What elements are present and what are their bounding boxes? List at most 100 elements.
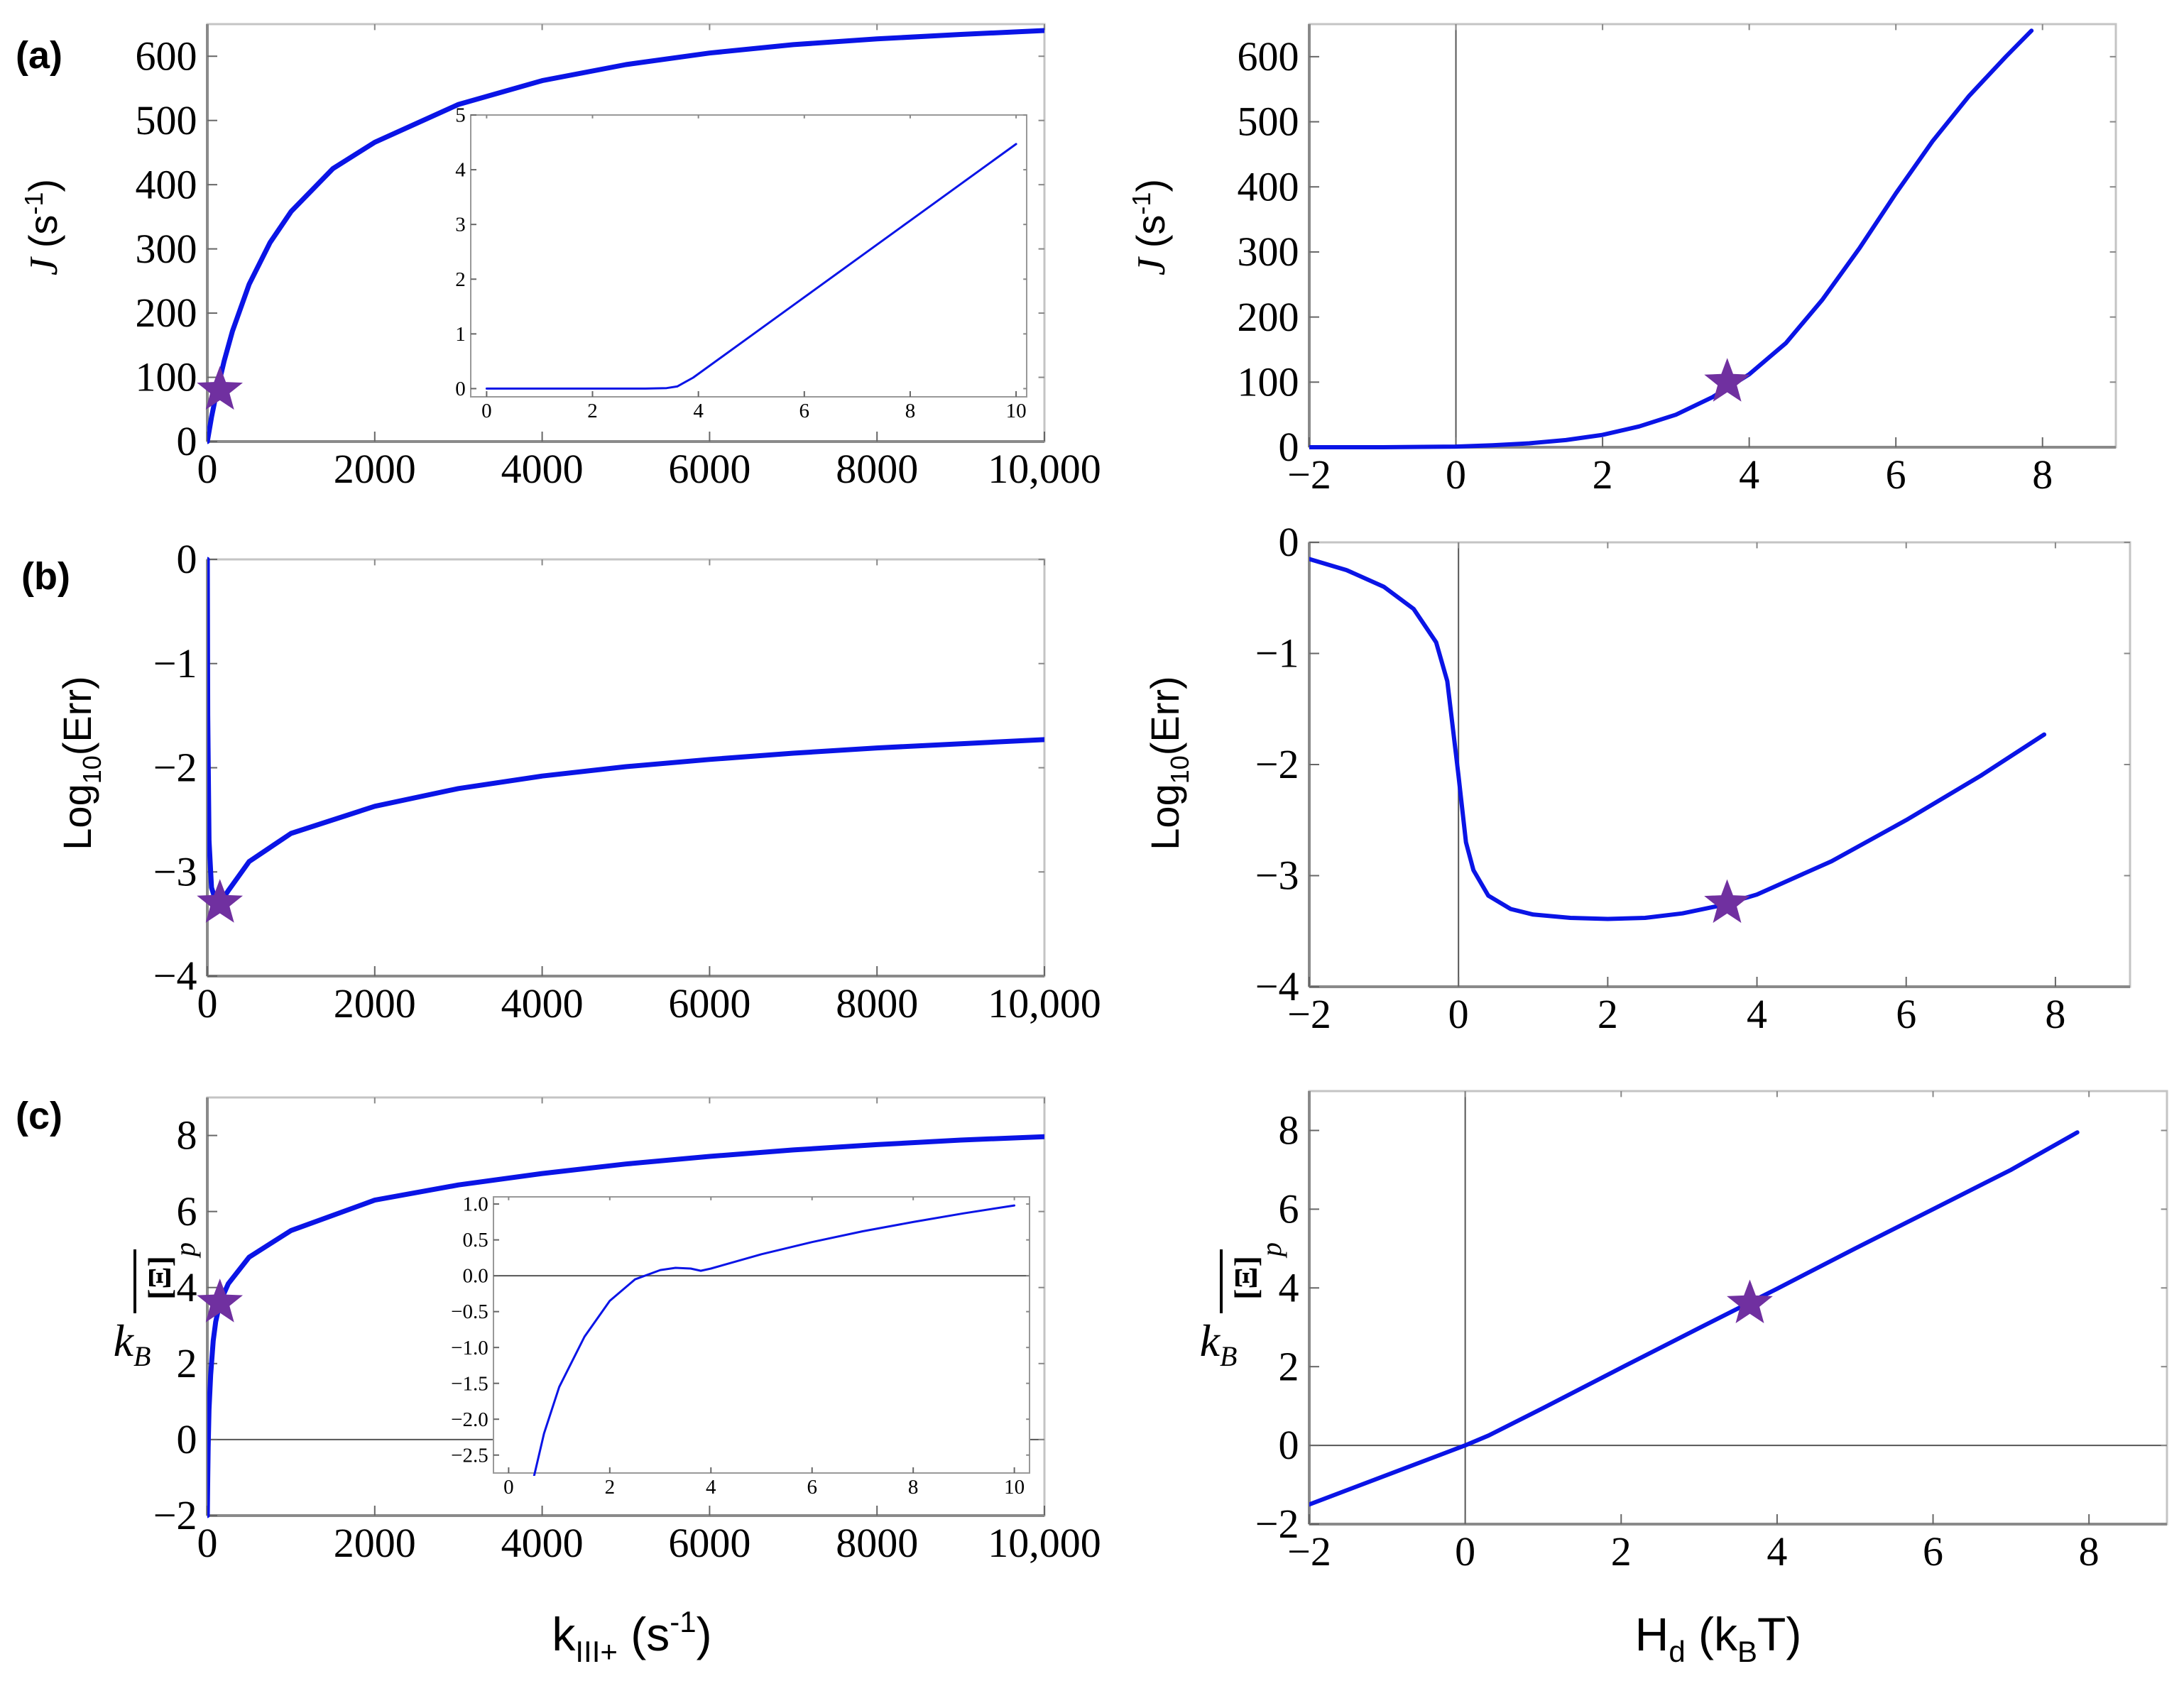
c-left-xtick-label: 4000 bbox=[501, 1520, 584, 1566]
b-left-xtick-label: 4000 bbox=[501, 980, 584, 1026]
a-inset-ytick-label: 2 bbox=[455, 268, 466, 291]
ylabel-a-left: J (s-1) bbox=[19, 179, 66, 275]
b-left-ytick-label: −2 bbox=[153, 745, 197, 791]
b-right-xtick-label: −2 bbox=[1287, 991, 1331, 1037]
a-inset-xtick-label: 10 bbox=[1006, 400, 1027, 422]
c-left-series-line bbox=[207, 1134, 1044, 1518]
b-left-xtick-label: 6000 bbox=[668, 980, 750, 1026]
c-inset-ytick-label: −2.0 bbox=[451, 1408, 488, 1431]
c-inset-xtick-label: 4 bbox=[706, 1476, 716, 1499]
b-right-star-marker bbox=[1704, 879, 1750, 924]
a-right-xtick-label: 2 bbox=[1593, 451, 1613, 498]
c-inset-xtick-label: 6 bbox=[807, 1476, 817, 1499]
xlabel-left-sub: III+ bbox=[575, 1635, 618, 1668]
c-right-xtick-label: 4 bbox=[1767, 1528, 1787, 1575]
b-right-ytick-label: −4 bbox=[1255, 963, 1299, 1009]
c-right-ytick-label: −2 bbox=[1255, 1501, 1299, 1547]
c-right-ytick-label: 0 bbox=[1279, 1422, 1299, 1468]
a-right-xtick-label: 8 bbox=[2032, 451, 2053, 498]
a-inset-ytick-label: 5 bbox=[455, 104, 466, 127]
panel-label-c: (c) bbox=[16, 1095, 62, 1137]
a-left-ytick-label: 200 bbox=[136, 290, 197, 336]
xlabel-right: Hd (kBT) bbox=[1635, 1608, 1802, 1668]
a-left-ytick-label: 0 bbox=[177, 418, 197, 464]
c-right-xtick-label: 6 bbox=[1923, 1528, 1943, 1575]
a-left-xtick-label: 4000 bbox=[501, 446, 584, 492]
c-left-ytick-label: 6 bbox=[177, 1188, 197, 1234]
b-right-frame bbox=[1308, 541, 2131, 988]
a-inset-xtick-label: 4 bbox=[693, 400, 704, 422]
xlabel-left-close: ) bbox=[697, 1608, 712, 1660]
c-inset-xtick-label: 0 bbox=[503, 1476, 514, 1499]
a-right-xtick-label: 6 bbox=[1886, 451, 1906, 498]
b-left-xtick-label: 2000 bbox=[334, 980, 416, 1026]
c-left-ytick-label: 0 bbox=[177, 1416, 197, 1462]
c-left-xtick-label: 0 bbox=[197, 1520, 218, 1566]
ylabel-b-left-sub: 10 bbox=[77, 755, 107, 784]
ylabel-b-left: Log10(Err) bbox=[55, 676, 107, 850]
ylabel-a-right-exp: -1 bbox=[1127, 192, 1156, 215]
ylabel-b-right-main: Log bbox=[1142, 784, 1187, 850]
a-left-xtick-label: 10,000 bbox=[988, 446, 1101, 492]
b-left-xtick-label: 8000 bbox=[836, 980, 918, 1026]
ylabel-b-left-main: Log bbox=[55, 784, 99, 850]
b-left-ytick-label: 0 bbox=[177, 536, 197, 582]
a-left-ytick-label: 500 bbox=[136, 97, 197, 143]
b-right-xtick-label: 4 bbox=[1747, 991, 1767, 1037]
c-right-series-line bbox=[1309, 1130, 2080, 1507]
b-right-series-line bbox=[1309, 557, 2047, 921]
c-inset-xtick-label: 8 bbox=[908, 1476, 919, 1499]
a-inset-ytick-label: 3 bbox=[455, 214, 466, 236]
ylabel-b-right-rest: (Err) bbox=[1142, 676, 1187, 755]
c-inset-ytick-label: −1.0 bbox=[451, 1337, 488, 1359]
ylabel-c-left-den-k: k bbox=[114, 1315, 135, 1366]
panel-label-b: (b) bbox=[21, 555, 70, 598]
b-left-ytick-label: −3 bbox=[153, 848, 197, 894]
c-inset-ytick-label: −2.5 bbox=[451, 1444, 488, 1467]
a-left-ytick-label: 600 bbox=[136, 33, 197, 79]
a-right-ytick-label: 400 bbox=[1238, 163, 1299, 209]
a-right-ytick-label: 200 bbox=[1238, 294, 1299, 340]
ylabel-b-right-sub: 10 bbox=[1165, 755, 1194, 784]
a-left-xtick-label: 0 bbox=[197, 446, 218, 492]
a-left-ytick-label: 100 bbox=[136, 354, 197, 400]
ylabel-a-left-unit: (s bbox=[21, 215, 65, 248]
c-right-xtick-label: 0 bbox=[1455, 1528, 1475, 1575]
b-right-ytick-label: −2 bbox=[1255, 741, 1299, 787]
a-right-ytick-label: 300 bbox=[1238, 229, 1299, 275]
a-right-ytick-label: 600 bbox=[1238, 33, 1299, 80]
c-right-xtick-label: 2 bbox=[1611, 1528, 1632, 1575]
a-inset-ytick-label: 4 bbox=[455, 159, 466, 182]
c-right-ytick-label: 8 bbox=[1279, 1107, 1299, 1154]
c-inset-frame bbox=[493, 1196, 1030, 1474]
a-inset-frame bbox=[470, 114, 1027, 398]
b-left-xtick-label: 0 bbox=[197, 980, 218, 1026]
xlabel-left: kIII+ (s-1) bbox=[552, 1605, 711, 1668]
c-inset-xtick-label: 10 bbox=[1004, 1476, 1025, 1499]
ylabel-c-right-den: kB bbox=[1200, 1315, 1238, 1372]
b-right-ytick-label: −1 bbox=[1255, 630, 1299, 677]
a-left-xtick-label: 8000 bbox=[836, 446, 918, 492]
ylabel-c-left-sub: p bbox=[169, 1242, 201, 1259]
a-left-series-line bbox=[207, 28, 1044, 444]
c-right-star-marker bbox=[1727, 1279, 1773, 1323]
a-inset-xtick-label: 8 bbox=[905, 400, 916, 422]
ylabel-c-right-den-k: k bbox=[1200, 1315, 1221, 1366]
b-right-xtick-label: 6 bbox=[1896, 991, 1916, 1037]
a-right-frame bbox=[1308, 23, 2117, 449]
xlabel-left-exp: -1 bbox=[670, 1605, 696, 1638]
c-left-ytick-label: −2 bbox=[153, 1492, 197, 1538]
ylabel-a-right-close: ) bbox=[1128, 179, 1173, 192]
c-left-star-marker bbox=[197, 1278, 243, 1323]
a-inset-xtick-label: 6 bbox=[799, 400, 810, 422]
c-left-xtick-label: 6000 bbox=[668, 1520, 750, 1566]
xlabel-left-main: k bbox=[552, 1608, 576, 1660]
ylabel-a-left-exp: -1 bbox=[19, 192, 48, 215]
b-left-xtick-label: 10,000 bbox=[988, 980, 1101, 1026]
b-right-ytick-label: −3 bbox=[1255, 853, 1299, 899]
a-inset-ytick-label: 1 bbox=[455, 323, 466, 346]
a-right-ytick-label: 0 bbox=[1279, 424, 1299, 470]
c-left-ytick-label: 4 bbox=[177, 1264, 197, 1310]
c-inset-xtick-label: 2 bbox=[605, 1476, 616, 1499]
